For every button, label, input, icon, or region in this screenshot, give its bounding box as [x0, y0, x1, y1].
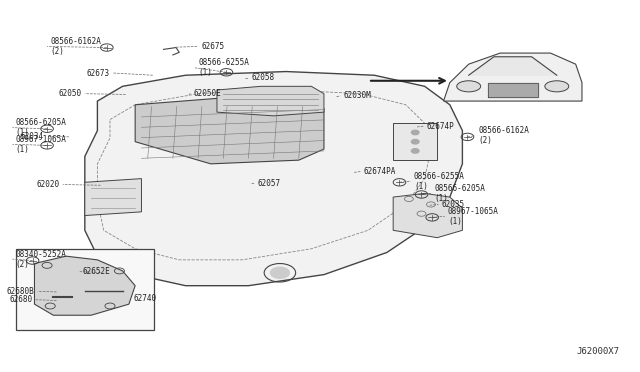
- Text: 62740: 62740: [133, 294, 156, 303]
- Text: 08566-6205A
(1): 08566-6205A (1): [434, 184, 485, 203]
- Circle shape: [271, 267, 289, 278]
- Polygon shape: [85, 71, 463, 286]
- Text: 08566-6205A
(1): 08566-6205A (1): [15, 118, 67, 137]
- Text: 62673: 62673: [87, 68, 110, 77]
- Text: 62674PA: 62674PA: [364, 167, 396, 176]
- Text: 08566-6162A
(2): 08566-6162A (2): [478, 126, 529, 145]
- Ellipse shape: [457, 81, 481, 92]
- Text: 08566-6162A
(2): 08566-6162A (2): [50, 37, 101, 56]
- Text: J62000X7: J62000X7: [577, 347, 620, 356]
- Circle shape: [412, 149, 419, 153]
- Circle shape: [412, 130, 419, 135]
- Text: 62058: 62058: [252, 73, 275, 82]
- Polygon shape: [444, 53, 582, 101]
- Polygon shape: [135, 97, 324, 164]
- Text: 62680: 62680: [10, 295, 33, 304]
- Text: 08340-5252A
(2): 08340-5252A (2): [15, 250, 67, 269]
- Text: 62050E: 62050E: [194, 89, 221, 98]
- Text: 62674P: 62674P: [426, 122, 454, 131]
- Text: 08566-6255A
(1): 08566-6255A (1): [198, 58, 249, 77]
- Polygon shape: [393, 193, 463, 238]
- Text: 62050: 62050: [58, 89, 82, 98]
- Ellipse shape: [545, 81, 569, 92]
- Text: 62035: 62035: [442, 200, 465, 209]
- Text: 62675: 62675: [201, 42, 225, 51]
- Text: 62034: 62034: [20, 132, 44, 141]
- Text: 08967-1065A
(1): 08967-1065A (1): [448, 207, 499, 226]
- Text: 62680B: 62680B: [7, 287, 35, 296]
- Circle shape: [412, 140, 419, 144]
- Polygon shape: [488, 83, 538, 97]
- Text: 62030M: 62030M: [344, 92, 371, 100]
- Polygon shape: [393, 123, 437, 160]
- Text: 62057: 62057: [258, 179, 281, 187]
- Text: 08566-6255A
(1): 08566-6255A (1): [414, 171, 465, 191]
- Text: 62020: 62020: [36, 180, 60, 189]
- Text: 08967-1065A
(1): 08967-1065A (1): [15, 135, 67, 154]
- Bar: [15, 249, 154, 330]
- Polygon shape: [468, 57, 557, 75]
- Polygon shape: [85, 179, 141, 215]
- Polygon shape: [35, 256, 135, 315]
- Text: 62652E: 62652E: [83, 267, 111, 276]
- Polygon shape: [217, 86, 324, 116]
